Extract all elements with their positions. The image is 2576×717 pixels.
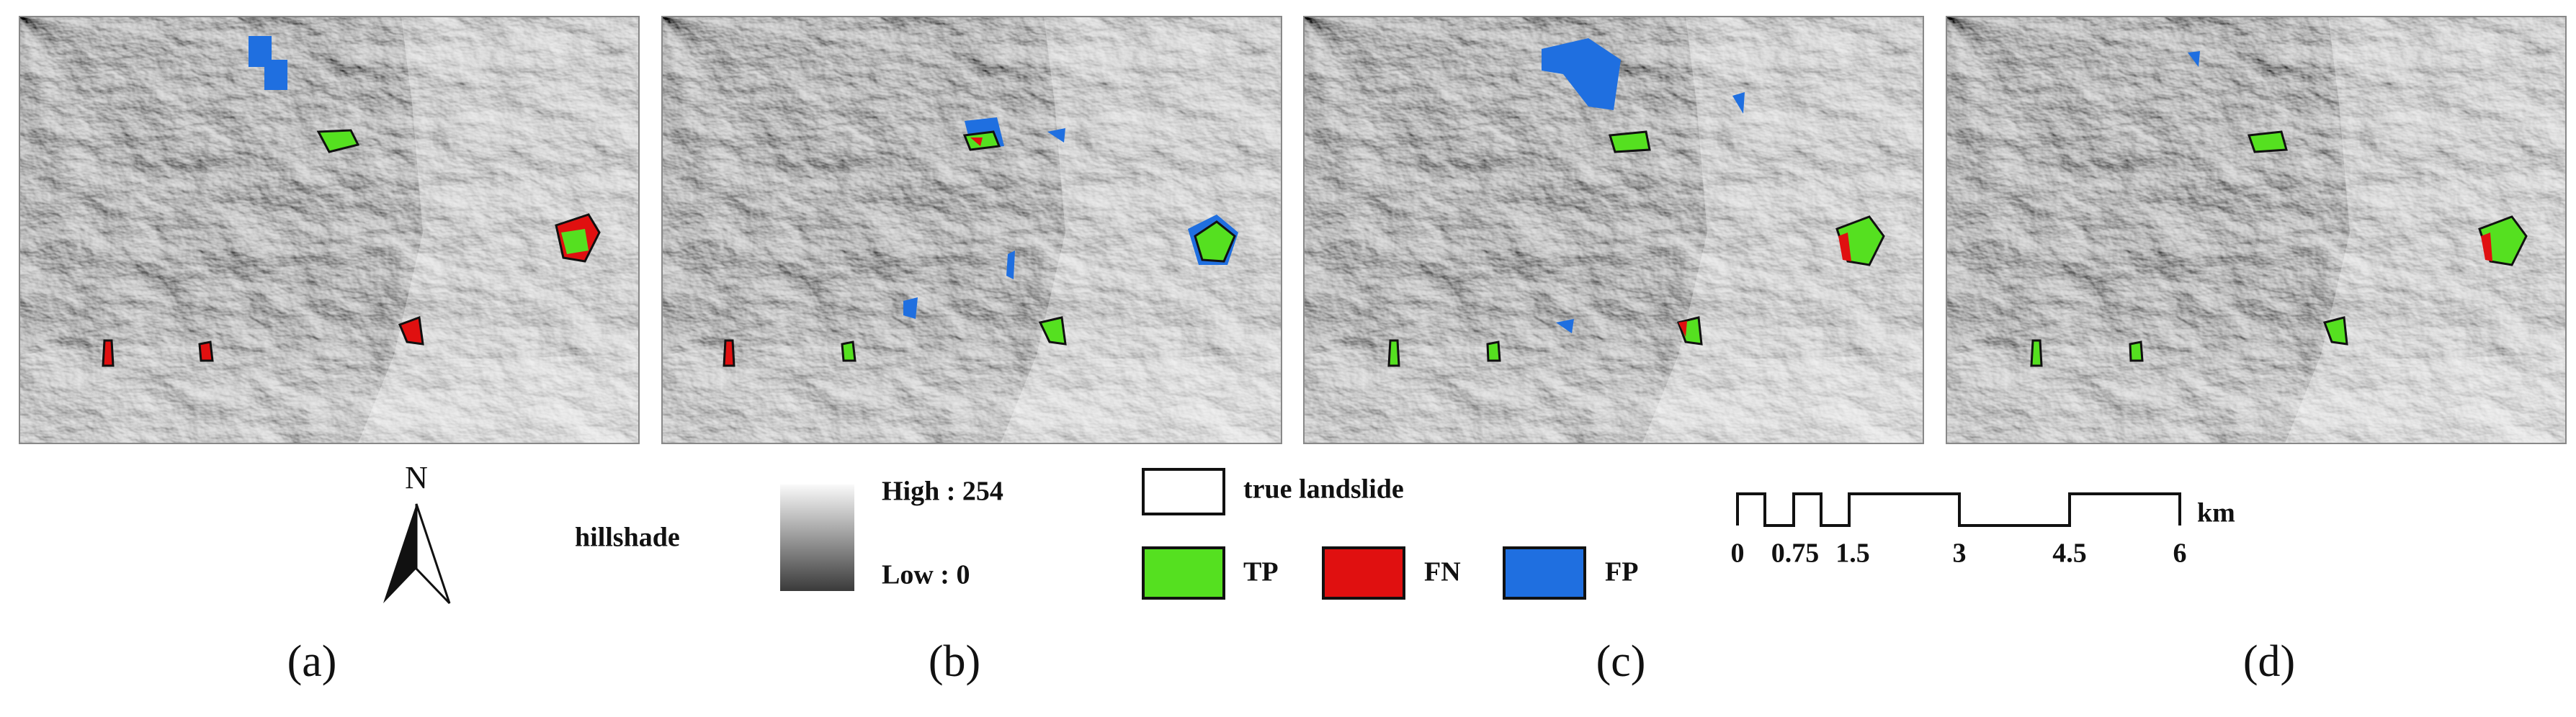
map-panel: [1946, 17, 2566, 443]
map-panel: [1304, 17, 1923, 443]
north-label: N: [405, 460, 428, 495]
legend-label: FP: [1605, 557, 1638, 587]
scale-label: 0: [1731, 538, 1745, 569]
legend-swatch: [1322, 546, 1405, 600]
panel-label: (c): [1596, 637, 1646, 686]
hillshade-ramp: [780, 484, 854, 591]
map-panel: [19, 17, 639, 443]
north-arrow: [383, 504, 416, 603]
legend-label: TP: [1243, 557, 1279, 587]
scale-label: 1.5: [1835, 538, 1870, 569]
scale-bar: [1736, 492, 2181, 527]
legend-swatch: [1142, 546, 1225, 600]
legend-label: FN: [1424, 557, 1461, 587]
scale-label: 6: [2173, 538, 2187, 569]
hillshade-title: hillshade: [575, 523, 680, 553]
panel-label: (b): [929, 637, 980, 686]
scale-label: 0.75: [1771, 538, 1820, 569]
panel-label: (a): [287, 637, 337, 686]
legend-label: true landslide: [1243, 474, 1404, 505]
scale-unit: km: [2197, 498, 2235, 528]
panel-label: (d): [2243, 637, 2295, 686]
legend-swatch: [1503, 546, 1586, 600]
scale-label: 3: [1953, 538, 1967, 569]
scale-label: 4.5: [2052, 538, 2087, 569]
north-arrow: [415, 503, 451, 605]
hillshade-low: Low : 0: [882, 560, 970, 590]
map-panel: [662, 17, 1282, 443]
legend-swatch: [1142, 468, 1225, 515]
hillshade-high: High : 254: [882, 477, 1003, 507]
